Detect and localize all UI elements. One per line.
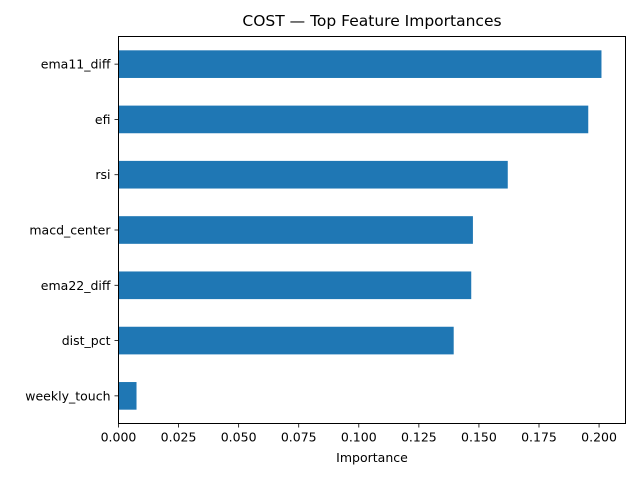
chart-title: COST — Top Feature Importances	[242, 12, 501, 30]
x-tick-label: 0.125	[401, 430, 437, 445]
x-tick-label: 0.100	[341, 430, 377, 445]
y-tick-label: weekly_touch	[25, 388, 110, 403]
bar-ema22_diff	[118, 271, 472, 300]
x-axis-label: Importance	[336, 450, 408, 465]
y-tick-label: ema22_diff	[41, 278, 111, 293]
x-axis-ticks: 0.000 0.025 0.050 0.075 0.100 0.125 0.150 0.175…	[101, 423, 617, 445]
bar-efi	[118, 105, 589, 134]
y-tick-label: macd_center	[29, 223, 111, 238]
x-tick-label: 0.200	[581, 430, 617, 445]
x-tick-label: 0.150	[461, 430, 497, 445]
bar-weekly_touch	[118, 382, 137, 410]
bar-macd_center	[118, 216, 473, 244]
bar-ema11_diff	[118, 50, 602, 78]
x-tick-label: 0.025	[161, 430, 197, 445]
y-tick-label: rsi	[95, 167, 110, 182]
bar-dist_pct	[118, 326, 454, 355]
bars-group	[118, 50, 602, 410]
y-tick-label: efi	[95, 112, 111, 127]
bar-rsi	[118, 160, 508, 189]
x-tick-label: 0.075	[281, 430, 317, 445]
y-tick-label: dist_pct	[62, 333, 111, 348]
x-tick-label: 0.175	[521, 430, 557, 445]
y-tick-label: ema11_diff	[41, 57, 111, 72]
x-tick-label: 0.000	[101, 430, 137, 445]
plot-frame	[118, 36, 626, 424]
x-tick-label: 0.050	[221, 430, 257, 445]
